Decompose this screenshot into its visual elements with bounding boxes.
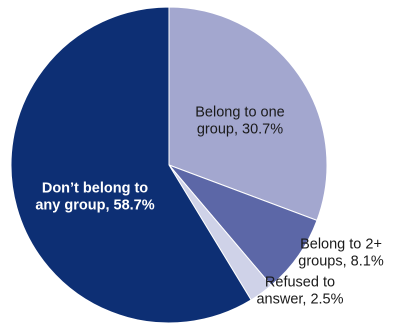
slice-label-1-line-1: Belong to one	[195, 105, 285, 121]
slice-label-3-line-1: Refused to	[265, 275, 335, 291]
slice-label-3: Refused to answer, 2.5%	[256, 275, 343, 308]
pie-slice-1	[168, 6, 328, 222]
slice-label-4-line-1: Don’t belong to	[42, 181, 148, 197]
slice-label-2-line-2: groups, 8.1%	[298, 254, 384, 270]
slice-label-3-line-2: answer, 2.5%	[256, 292, 343, 308]
slice-label-4-line-2: any group, 58.7%	[35, 198, 154, 214]
slice-label-1-line-2: group, 30.7%	[197, 122, 283, 138]
slice-label-2-line-1: Belong to 2+	[300, 237, 382, 253]
slice-label-1: Belong to one group, 30.7%	[195, 105, 285, 138]
slice-label-2: Belong to 2+ groups, 8.1%	[298, 237, 384, 270]
pie-slice-4	[10, 6, 252, 324]
slice-label-4: Don’t belong to any group, 58.7%	[35, 181, 154, 214]
